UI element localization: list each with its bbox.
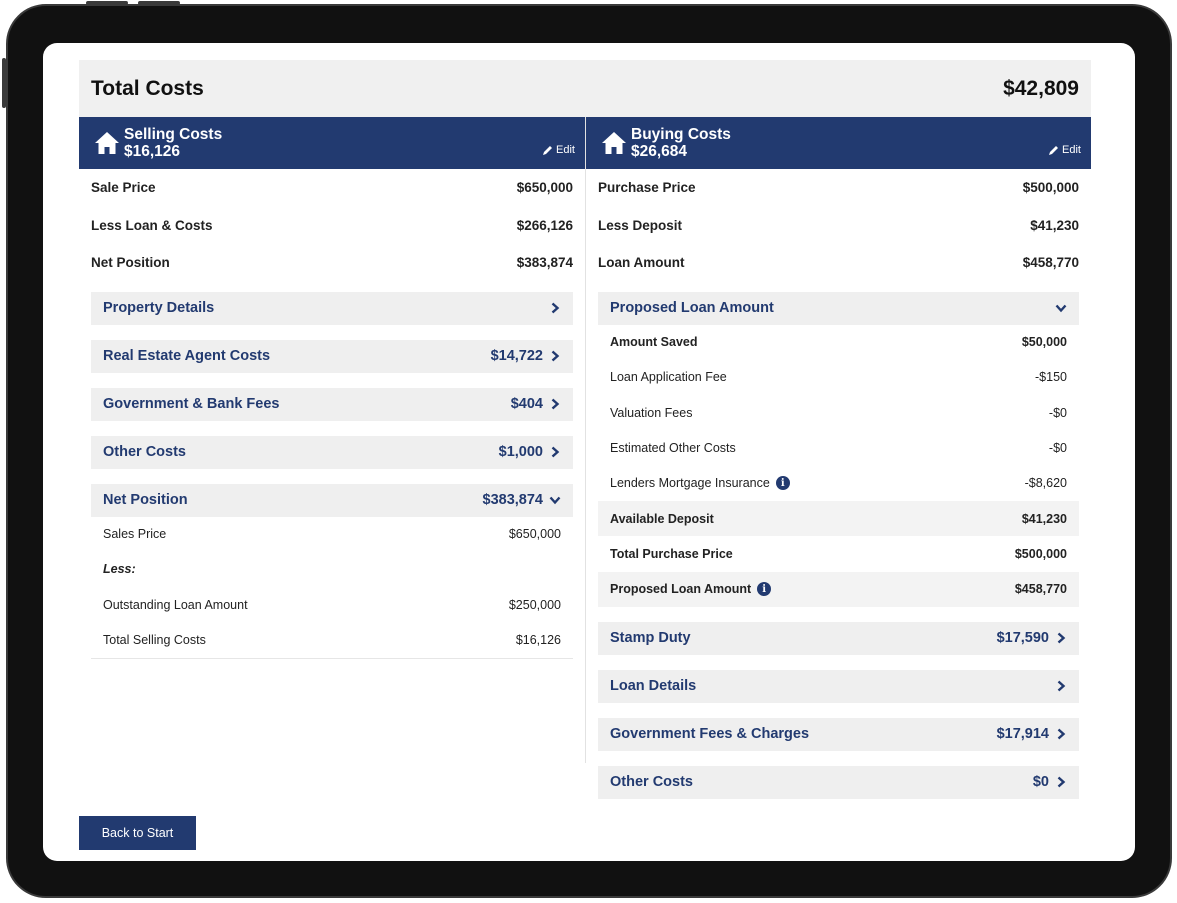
- buying-costs-column: Buying Costs $26,684 Edit Purchase Price…: [585, 117, 1091, 799]
- chevron-right-icon: [1057, 776, 1066, 788]
- list-item: Total Purchase Price $500,000: [610, 546, 1067, 561]
- tablet-screen: Total Costs $42,809 Selling Costs $16,12…: [43, 43, 1135, 861]
- list-item: Estimated Other Costs -$0: [610, 441, 1067, 456]
- back-to-start-button[interactable]: Back to Start: [79, 816, 196, 850]
- buying-costs-header: Buying Costs $26,684 Edit: [586, 117, 1091, 169]
- total-costs-bar: Total Costs $42,809: [79, 60, 1091, 117]
- list-item: Less:: [103, 562, 136, 577]
- buying-costs-title: Buying Costs: [631, 126, 731, 143]
- selling-costs-amount: $16,126: [124, 143, 181, 160]
- house-icon: [95, 132, 119, 154]
- chevron-right-icon: [551, 350, 560, 362]
- accordion-government-fees-charges[interactable]: Government Fees & Charges $17,914: [598, 717, 1079, 751]
- list-item: Outstanding Loan Amount $250,000: [103, 597, 561, 612]
- house-icon: [602, 132, 626, 154]
- total-costs-label: Total Costs: [91, 76, 204, 100]
- tablet-side-button: [2, 58, 6, 108]
- divider: [91, 657, 573, 659]
- accordion-net-position[interactable]: Net Position $383,874: [91, 483, 573, 517]
- accordion-stamp-duty[interactable]: Stamp Duty $17,590: [598, 621, 1079, 655]
- list-item: Loan Application Fee -$150: [610, 370, 1067, 385]
- pencil-icon: [1049, 145, 1059, 155]
- list-item: Amount Saved $50,000: [610, 335, 1067, 350]
- accordion-government-bank-fees[interactable]: Government & Bank Fees $404: [91, 387, 573, 421]
- pencil-icon: [543, 145, 553, 155]
- chevron-right-icon: [1057, 680, 1066, 692]
- summary-row: Loan Amount $458,770: [598, 255, 1079, 271]
- selling-costs-column: Selling Costs $16,126 Edit Sale Price $65…: [79, 117, 585, 763]
- edit-label: Edit: [556, 144, 575, 156]
- cost-summary: Total Costs $42,809 Selling Costs $16,12…: [79, 60, 1091, 799]
- info-icon[interactable]: i: [757, 582, 772, 597]
- accordion-other-costs[interactable]: Other Costs $1,000: [91, 435, 573, 469]
- chevron-down-icon: [549, 496, 561, 505]
- accordion-agent-costs[interactable]: Real Estate Agent Costs $14,722: [91, 339, 573, 373]
- accordion-proposed-loan-amount[interactable]: Proposed Loan Amount: [598, 291, 1079, 325]
- buying-edit-button[interactable]: Edit: [1048, 144, 1081, 156]
- accordion-other-costs[interactable]: Other Costs $0: [598, 765, 1079, 799]
- chevron-right-icon: [551, 398, 560, 410]
- list-item: Proposed Loan Amount i $458,770: [598, 571, 1079, 607]
- summary-row: Net Position $383,874: [91, 255, 573, 271]
- accordion-property-details[interactable]: Property Details: [91, 291, 573, 325]
- list-item: Total Selling Costs $16,126: [103, 633, 561, 648]
- accordion-loan-details[interactable]: Loan Details: [598, 669, 1079, 703]
- selling-edit-button[interactable]: Edit: [542, 144, 575, 156]
- list-item: Lenders Mortgage Insurance i -$8,620: [610, 476, 1067, 491]
- selling-costs-header: Selling Costs $16,126 Edit: [79, 117, 585, 169]
- tablet-top-button: [86, 1, 128, 5]
- list-item: Sales Price $650,000: [103, 527, 561, 542]
- list-item: Available Deposit $41,230: [598, 500, 1079, 537]
- edit-label: Edit: [1062, 144, 1081, 156]
- chevron-down-icon: [1055, 304, 1067, 313]
- selling-costs-title: Selling Costs: [124, 126, 223, 143]
- chevron-right-icon: [1057, 632, 1066, 644]
- chevron-right-icon: [551, 446, 560, 458]
- summary-row: Purchase Price $500,000: [598, 180, 1079, 196]
- chevron-right-icon: [1057, 728, 1066, 740]
- summary-row: Sale Price $650,000: [91, 180, 573, 196]
- chevron-right-icon: [551, 302, 560, 314]
- tablet-top-button: [138, 1, 180, 5]
- summary-row: Less Loan & Costs $266,126: [91, 217, 573, 233]
- summary-row: Less Deposit $41,230: [598, 217, 1079, 233]
- total-costs-value: $42,809: [1003, 76, 1079, 100]
- buying-costs-amount: $26,684: [631, 143, 688, 160]
- list-item: Valuation Fees -$0: [610, 405, 1067, 420]
- info-icon[interactable]: i: [775, 476, 790, 491]
